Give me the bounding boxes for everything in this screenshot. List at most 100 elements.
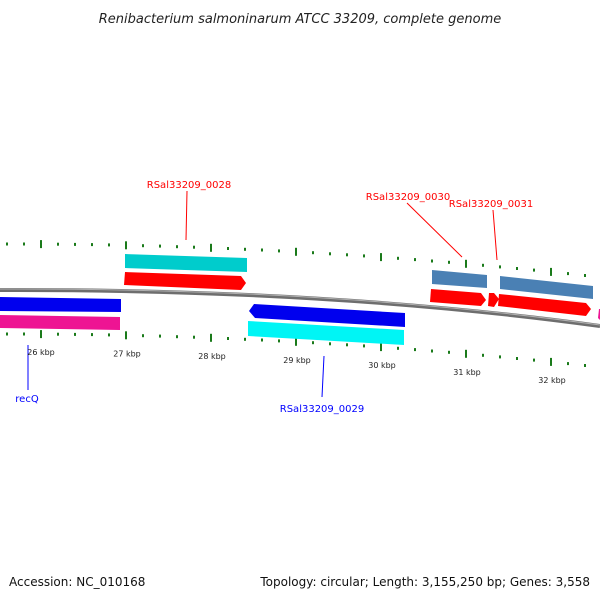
minor-tick [176,245,178,249]
minor-tick [397,346,399,350]
tick-label: 27 kbp [113,349,141,358]
minor-tick [108,333,110,337]
minor-tick [278,339,280,343]
minor-tick [448,260,450,264]
minor-tick [329,342,331,346]
gene-rsal33209-0031[interactable] [500,276,593,299]
major-tick [125,241,127,250]
minor-tick [244,337,246,341]
minor-tick [193,245,195,249]
cds-rsal33209-0031[interactable] [498,294,591,316]
major-tick [465,349,467,358]
minor-tick [6,332,8,336]
minor-tick [159,244,161,248]
gene-rsal33209-0028[interactable] [125,254,247,272]
major-tick [380,343,382,352]
major-tick [465,259,467,268]
major-tick [210,333,212,342]
genome-summary-text: Topology: circular; Length: 3,155,250 bp… [259,575,590,589]
tick-marks [6,240,586,367]
minor-tick [499,355,501,359]
minor-tick [329,252,331,256]
minor-tick [91,243,93,247]
minor-tick [261,338,263,342]
minor-tick [57,242,59,246]
minor-tick [346,343,348,347]
gene-label-rsal33209-0028[interactable]: RSal33209_0028 [147,180,231,191]
minor-tick [516,357,518,360]
minor-tick [278,249,280,253]
tick-label: 30 kbp [368,361,396,370]
minor-tick [91,333,93,337]
minor-tick [533,268,535,272]
gene-rsal33209-0030[interactable] [432,270,487,288]
minor-tick [482,353,484,357]
minor-tick [176,335,178,339]
minor-tick [244,247,246,251]
minor-tick [448,350,450,354]
minor-tick [57,332,59,336]
minor-tick [431,259,433,263]
cds-rsal33209-0030[interactable] [430,289,486,306]
minor-tick [108,243,110,247]
minor-tick [363,344,365,348]
minor-tick [74,332,76,336]
major-tick [295,337,297,346]
minor-tick [397,256,399,260]
tick-label: 26 kbp [27,348,55,357]
major-tick [550,357,552,366]
major-tick [210,243,212,252]
minor-tick [23,332,25,336]
tick-labels: 26 kbp 27 kbp 28 kbp 29 kbp 30 kbp 31 kbp 32 k… [27,348,566,385]
minor-tick [193,335,195,339]
minor-tick [482,263,484,267]
tick-label: 29 kbp [283,356,311,365]
major-tick [40,240,42,249]
minor-tick [414,348,416,352]
gene-label-rsal33209-0030[interactable]: RSal33209_0030 [366,192,450,203]
minor-tick [567,362,569,366]
minor-tick [227,247,229,250]
minor-tick [23,242,25,246]
minor-tick [567,272,569,276]
minor-tick [363,254,365,258]
minor-tick [346,253,348,257]
cds-rsal33209-0029[interactable] [248,321,404,345]
minor-tick [414,258,416,262]
minor-tick [584,274,586,277]
major-tick [380,253,382,262]
accession-text: Accession: NC_010168 [9,575,145,589]
gene-rsal33209-0029[interactable] [249,304,405,327]
gene-label-recq[interactable]: recQ [15,394,39,405]
cds-rsal33209-0028[interactable] [124,272,246,290]
genome-backbone [0,287,600,328]
minor-tick [159,334,161,338]
major-tick [550,267,552,276]
cds-recq[interactable] [0,315,120,330]
gene-label-rsal33209-0031[interactable]: RSal33209_0031 [449,199,533,210]
major-tick [40,330,42,339]
gene-label-rsal33209-0029[interactable]: RSal33209_0029 [280,404,364,415]
minor-tick [431,349,433,353]
minor-tick [227,337,229,340]
minor-tick [499,265,501,269]
minor-tick [584,364,586,367]
minor-tick [261,248,263,252]
minor-tick [142,244,144,248]
minor-tick [142,334,144,338]
minor-tick [516,267,518,270]
tick-label: 32 kbp [538,376,566,385]
major-tick [295,247,297,256]
tick-label: 28 kbp [198,352,226,361]
gene-recq[interactable] [0,297,121,312]
minor-tick [6,242,8,246]
minor-tick [312,251,314,255]
minor-tick [533,358,535,362]
major-tick [125,331,127,340]
cds-small[interactable] [488,293,499,307]
minor-tick [312,341,314,345]
minor-tick [74,242,76,246]
map-title: Renibacterium salmoninarum ATCC 33209, c… [99,12,502,27]
